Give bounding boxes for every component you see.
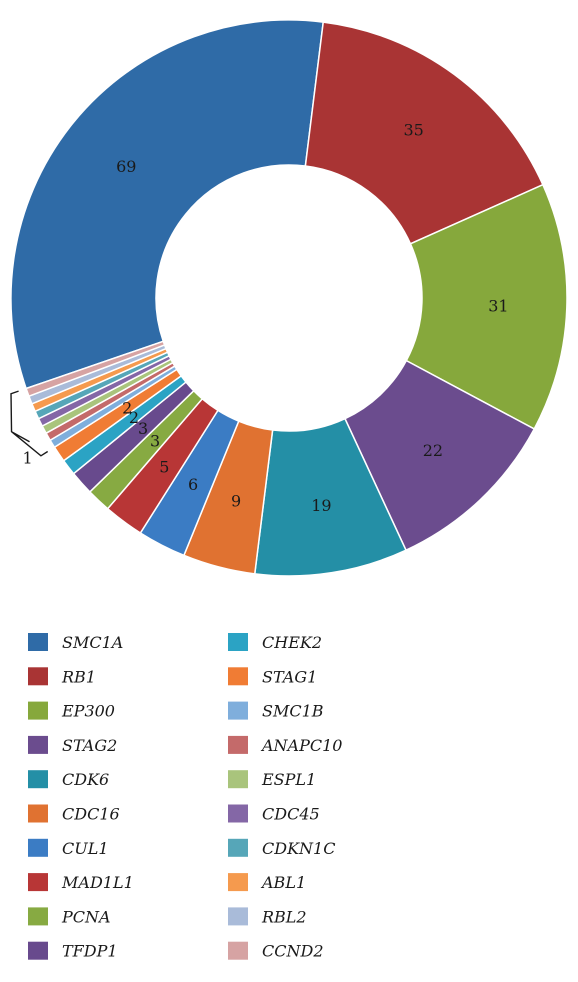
legend-swatch [28, 838, 48, 857]
legend-label: STAG1 [262, 667, 317, 686]
slice-label-mad1l1: 5 [159, 457, 169, 476]
slice-label-cul1: 6 [188, 475, 198, 494]
legend-item-mad1l1: MAD1L1 [28, 873, 134, 892]
legend-item-stag1: STAG1 [228, 667, 317, 686]
legend-swatch [28, 667, 48, 686]
legend-item-pcna: PCNA [28, 907, 111, 926]
legend-label: SMC1A [62, 633, 123, 652]
legend-item-smc1a: SMC1A [28, 633, 123, 652]
legend-swatch [228, 873, 248, 892]
legend-swatch [228, 735, 248, 754]
legend-item-cdk6: CDK6 [28, 770, 109, 789]
legend-label: TFDP1 [62, 942, 118, 961]
slice-label-cdc16: 9 [231, 492, 241, 511]
slice-label-chek2: 2 [129, 408, 139, 427]
legend-swatch [228, 701, 248, 720]
legend-label: EP300 [61, 702, 115, 721]
legend-item-chek2: CHEK2 [228, 633, 322, 652]
legend-label: CHEK2 [262, 633, 322, 652]
legend-swatch [28, 804, 48, 823]
legend-swatch [228, 804, 248, 823]
bracket-line [10, 390, 49, 457]
slice-label-stag2: 22 [423, 441, 443, 460]
slice-ep300 [405, 183, 568, 430]
slice-label-tfdp1: 3 [138, 419, 148, 438]
legend-item-stag2: STAG2 [28, 735, 117, 755]
donut-slices [10, 19, 568, 577]
slice-smc1a [10, 19, 325, 390]
legend-item-smc1b: SMC1B [228, 701, 324, 721]
slice-ccnd2 [25, 340, 166, 398]
legend-swatch [228, 770, 248, 789]
legend-swatch [28, 633, 48, 651]
legend-swatch [28, 701, 48, 720]
legend-label: CDC16 [62, 805, 120, 824]
legend-swatch [228, 633, 248, 651]
legend-label: RB1 [61, 667, 96, 686]
legend-swatch [28, 941, 48, 960]
slice-label-rb1: 35 [403, 121, 423, 140]
legend-swatch [228, 838, 248, 857]
bracket-label: 1 [22, 449, 32, 468]
legend-label: CUL1 [62, 839, 109, 858]
legend-swatch [28, 735, 48, 754]
legend-label: CDK6 [62, 770, 109, 789]
legend-swatch [228, 941, 248, 960]
slice-label-cdk6: 19 [311, 496, 331, 515]
legend-item-cdc45: CDC45 [228, 804, 320, 824]
legend-item-tfdp1: TFDP1 [28, 941, 118, 961]
legend-item-ccnd2: CCND2 [228, 941, 324, 961]
slice-label-pcna: 3 [150, 431, 160, 450]
legend-item-rbl2: RBL2 [228, 907, 307, 926]
legend: SMC1A RB1 EP300 STAG2 CDK6 CDC16 CUL1 MAD1L1 PCN… [28, 633, 342, 961]
slice-label-ep300: 31 [488, 296, 508, 315]
legend-label: SMC1B [262, 702, 324, 721]
legend-label: CCND2 [262, 942, 324, 961]
legend-item-cdc16: CDC16 [28, 804, 120, 824]
legend-item-abl1: ABL1 [228, 873, 306, 892]
legend-swatch [28, 770, 48, 789]
legend-item-cul1: CUL1 [28, 838, 109, 858]
legend-label: ESPL1 [261, 770, 316, 789]
legend-label: MAD1L1 [61, 873, 134, 892]
slice-label-stag1: 2 [122, 399, 132, 418]
legend-label: CDC45 [262, 805, 320, 824]
legend-label: RBL2 [261, 907, 307, 926]
legend-item-rb1: RB1 [28, 667, 96, 686]
legend-item-espl1: ESPL1 [228, 770, 316, 789]
legend-label: PCNA [61, 907, 111, 926]
legend-label: ABL1 [260, 873, 306, 892]
small-slices-bracket: 1 [10, 390, 49, 468]
legend-swatch [28, 907, 48, 926]
legend-swatch [28, 873, 48, 892]
legend-label: CDKN1C [262, 839, 335, 858]
legend-label: STAG2 [62, 736, 117, 755]
slice-rb1 [304, 21, 544, 245]
slice-label-smc1a: 69 [116, 157, 136, 176]
legend-item-ep300: EP300 [28, 701, 115, 721]
legend-swatch [228, 667, 248, 686]
legend-item-cdkn1c: CDKN1C [228, 838, 335, 858]
legend-item-anapc10: ANAPC10 [228, 735, 342, 755]
legend-swatch [228, 907, 248, 926]
legend-label: ANAPC10 [260, 736, 342, 755]
